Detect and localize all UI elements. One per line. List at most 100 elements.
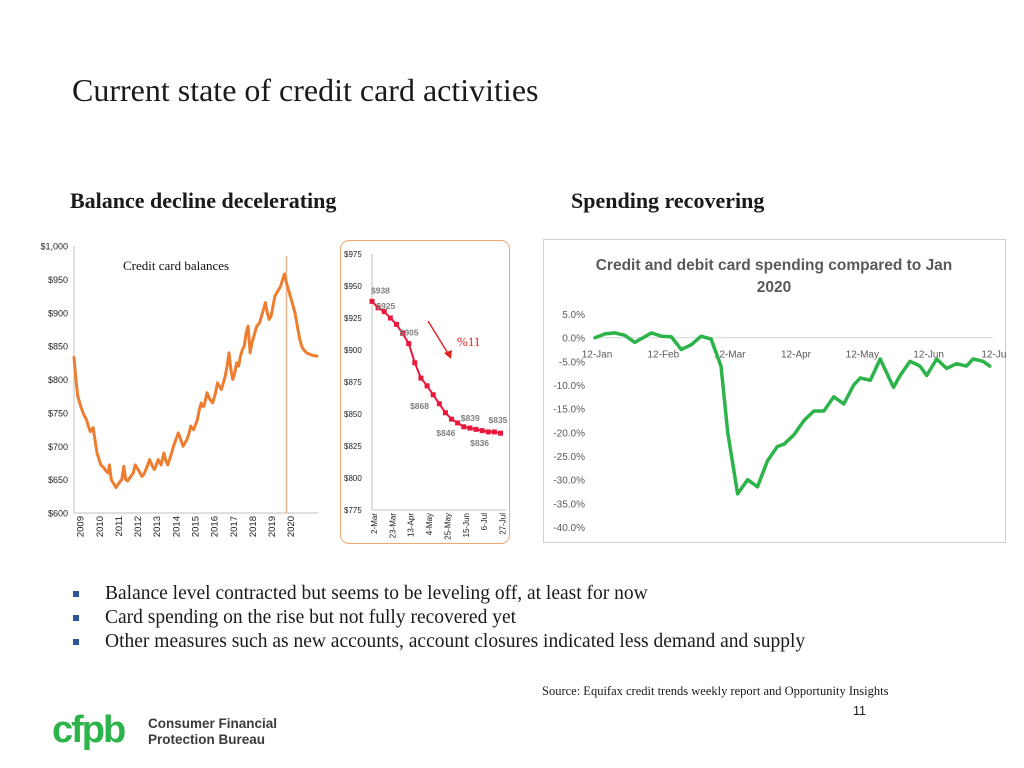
x-tick-label: 2014: [171, 516, 182, 537]
y-tick-label: $650: [48, 475, 68, 485]
data-point: [455, 420, 461, 426]
cfpb-logo-icon: cfpb: [52, 710, 127, 750]
x-tick-label: 25-May: [443, 513, 452, 540]
data-point: [449, 416, 455, 422]
spending-chart-title-line2: 2020: [757, 279, 791, 296]
data-point: [412, 360, 418, 366]
spending-chart: Credit and debit card spending compared …: [553, 257, 1006, 534]
data-point: [473, 426, 479, 432]
bullet-list: Balance level contracted but seems to be…: [72, 582, 805, 654]
y-tick-label: $750: [48, 408, 68, 418]
chart-annotation: Credit card balances: [123, 258, 229, 273]
x-tick-label: 2010: [95, 516, 106, 537]
x-tick-label: 2011: [114, 516, 125, 536]
y-tick-label: $875: [344, 378, 362, 387]
x-tick-label: 2016: [210, 516, 221, 537]
y-tick-label: -10.0%: [553, 381, 585, 392]
x-tick-label: 2017: [229, 516, 240, 537]
y-tick-label: $775: [344, 506, 362, 515]
x-tick-label: 2012: [133, 516, 144, 537]
data-point: [430, 392, 436, 398]
spending-chart-frame: [543, 239, 1006, 543]
data-point: [436, 401, 442, 407]
y-tick-label: $900: [344, 346, 362, 355]
x-tick-label: 12-May: [846, 350, 879, 361]
data-point: [461, 424, 467, 430]
data-point: [479, 428, 485, 434]
right-section-heading: Spending recovering: [571, 188, 765, 213]
left-section-heading: Balance decline decelerating: [70, 188, 337, 213]
data-point: [406, 341, 412, 347]
spending-chart-title-line1: Credit and debit card spending compared …: [596, 257, 953, 274]
data-point: [393, 321, 399, 327]
data-label: $846: [436, 428, 455, 438]
logo-org-name: Consumer Financial Protection Bureau: [148, 716, 277, 748]
weekly-balance-chart: $975 $950 $925 $900 $875 $850 $825 $800 $775 2-M…: [344, 250, 508, 540]
spending-series-line: [593, 331, 992, 496]
data-point: [467, 425, 473, 431]
y-tick-label: $950: [48, 275, 68, 285]
y-tick-label: $850: [48, 342, 68, 352]
y-tick-label: 5.0%: [562, 310, 585, 321]
data-label: $835: [488, 415, 507, 425]
y-tick-label: -5.0%: [559, 357, 585, 368]
logo-line-2: Protection Bureau: [148, 732, 266, 747]
x-tick-label: 2015: [191, 516, 202, 537]
y-tick-label: $950: [344, 282, 362, 291]
data-label: $836: [470, 438, 489, 448]
y-tick-label: $975: [344, 250, 362, 259]
balance-series-line: [72, 272, 319, 490]
y-tick-label: $850: [344, 410, 362, 419]
x-tick-label: 2020: [286, 516, 297, 537]
y-tick-label: $1,000: [40, 242, 68, 252]
y-tick-label: -40.0%: [553, 523, 585, 534]
bullet-item: Other measures such as new accounts, acc…: [72, 630, 805, 654]
data-point: [497, 430, 503, 436]
x-tick-label: 12-Jul: [981, 350, 1006, 361]
data-label: $868: [410, 401, 429, 411]
y-tick-label: $900: [48, 308, 68, 318]
x-tick-label: 13-Apr: [407, 513, 416, 537]
data-point: [400, 330, 406, 336]
weekly-chart-frame: [340, 240, 510, 544]
x-tick-label: 12-Feb: [647, 350, 679, 361]
x-tick-label: 15-Jun: [462, 513, 471, 537]
data-point: [387, 315, 393, 321]
data-point: [369, 298, 375, 304]
x-tick-label: 12-Jan: [582, 350, 613, 361]
y-tick-label: -20.0%: [553, 428, 585, 439]
data-point: [491, 429, 497, 435]
page-number: 11: [853, 704, 866, 718]
logo-wordmark: cfpb: [52, 710, 125, 750]
decline-arrow: [427, 320, 450, 356]
x-tick-label: 27-Jul: [498, 513, 507, 535]
data-label: $905: [400, 328, 419, 338]
bullet-item: Card spending on the rise but not fully …: [72, 606, 805, 630]
x-tick-label: 2-Mar: [370, 513, 379, 534]
x-tick-label: 12-Mar: [714, 350, 746, 361]
data-label: $925: [376, 301, 395, 311]
x-tick-label: 2019: [267, 516, 278, 537]
y-tick-label: 0.0%: [562, 334, 585, 345]
y-tick-label: $825: [344, 442, 362, 451]
balance-history-chart: $1,000 $950 $900 $850 $800 $750 $700 $650 $600 2…: [40, 242, 319, 537]
y-tick-label: -30.0%: [553, 476, 585, 487]
x-tick-label: 6-Jul: [480, 513, 489, 531]
weekly-balance-line: [371, 300, 501, 435]
data-point: [424, 383, 430, 389]
data-point: [375, 305, 381, 311]
y-tick-label: -15.0%: [553, 405, 585, 416]
y-tick-label: -35.0%: [553, 499, 585, 510]
data-point: [485, 429, 491, 435]
y-tick-label: $600: [48, 509, 68, 519]
decline-annotation: %11: [457, 334, 480, 349]
x-tick-label: 2009: [76, 516, 87, 537]
logo-line-1: Consumer Financial: [148, 716, 278, 731]
bullet-item: Balance level contracted but seems to be…: [72, 582, 805, 606]
y-tick-label: $800: [48, 375, 68, 385]
y-tick-label: -25.0%: [553, 452, 585, 463]
x-tick-label: 23-Mar: [388, 513, 397, 539]
data-label: $938: [371, 285, 390, 295]
decline-arrowhead: [444, 350, 452, 359]
data-label: $839: [461, 413, 480, 423]
